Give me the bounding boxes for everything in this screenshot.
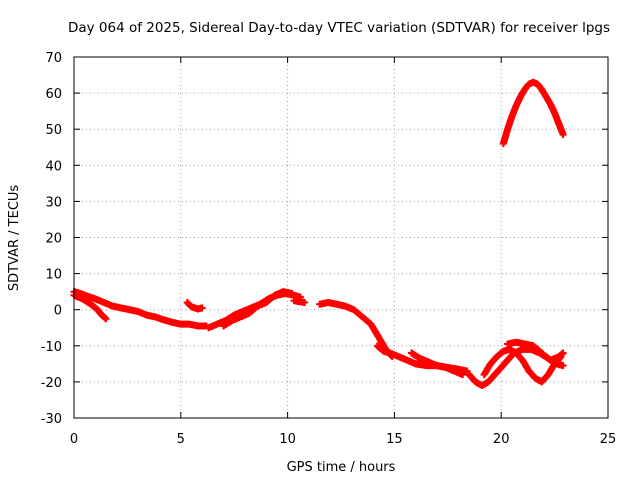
x-tick-label: 15: [386, 432, 403, 447]
series-arc-6: [290, 297, 309, 306]
y-tick-label: 30: [45, 195, 62, 210]
y-tick-label: 40: [45, 159, 62, 174]
series-arc-5: [220, 288, 296, 330]
axis-ticks: 0 5 10 15 20 25 -30 -20 -10 0 10 20 30 40 50 60 70: [41, 51, 617, 447]
x-tick-label: 25: [600, 432, 617, 447]
series-arc-10: [412, 360, 471, 375]
data-point: [288, 289, 296, 297]
data-point: [102, 315, 110, 323]
y-tick-label: -10: [41, 340, 62, 355]
x-axis-label: GPS time / hours: [287, 460, 396, 475]
data-point: [198, 304, 206, 312]
y-axis-label: SDTVAR / TECUs: [7, 185, 22, 292]
series-arc-1: [70, 288, 210, 330]
y-tick-label: 0: [54, 304, 62, 319]
x-tick-label: 10: [279, 432, 296, 447]
y-tick-label: -30: [41, 412, 62, 427]
y-tick-label: 70: [45, 51, 62, 66]
series-arc-14: [499, 78, 567, 148]
data-point: [559, 349, 567, 357]
series-arc-3: [183, 298, 206, 313]
x-tick-label: 5: [177, 432, 185, 447]
y-tick-label: 60: [45, 87, 62, 102]
y-tick-label: 50: [45, 123, 62, 138]
data-point: [301, 298, 309, 306]
y-tick-label: 10: [45, 268, 62, 283]
data-marks: [70, 78, 567, 390]
data-point: [463, 367, 471, 375]
x-tick-label: 0: [70, 432, 78, 447]
series-arc-13: [504, 338, 567, 364]
data-point: [559, 131, 567, 139]
y-tick-label: -20: [41, 376, 62, 391]
x-tick-label: 20: [493, 432, 510, 447]
series-arc-2: [70, 291, 110, 323]
chart-title: Day 064 of 2025, Sidereal Day-to-day VTE…: [68, 20, 610, 36]
y-tick-label: 20: [45, 232, 62, 247]
data-point: [559, 362, 567, 370]
